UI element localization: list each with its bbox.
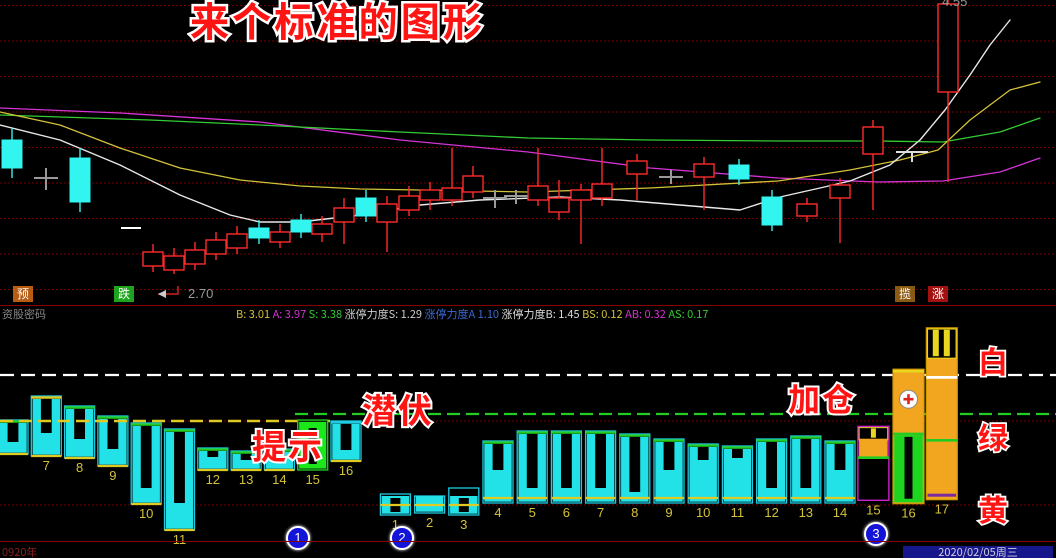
svg-text:7: 7	[597, 505, 604, 520]
svg-text:9: 9	[109, 468, 116, 483]
svg-text:10: 10	[696, 505, 710, 520]
svg-text:4: 4	[494, 505, 501, 520]
svg-text:8: 8	[631, 505, 638, 520]
svg-text:8: 8	[76, 460, 83, 475]
svg-text:11: 11	[731, 505, 745, 520]
svg-text:9: 9	[665, 505, 672, 520]
svg-text:15: 15	[305, 472, 319, 487]
svg-text:14: 14	[833, 505, 847, 520]
svg-text:16: 16	[339, 463, 353, 478]
svg-text:15: 15	[866, 502, 880, 517]
svg-text:14: 14	[272, 472, 286, 487]
svg-text:2: 2	[426, 515, 433, 530]
svg-text:13: 13	[239, 472, 253, 487]
svg-text:5: 5	[529, 505, 536, 520]
svg-text:12: 12	[206, 472, 220, 487]
svg-text:12: 12	[764, 505, 778, 520]
svg-text:17: 17	[935, 502, 949, 517]
svg-text:16: 16	[901, 506, 915, 521]
svg-text:13: 13	[799, 505, 813, 520]
svg-text:7: 7	[43, 458, 50, 473]
svg-text:10: 10	[139, 506, 153, 521]
svg-text:6: 6	[563, 505, 570, 520]
svg-text:3: 3	[460, 517, 467, 532]
svg-text:11: 11	[173, 532, 187, 547]
